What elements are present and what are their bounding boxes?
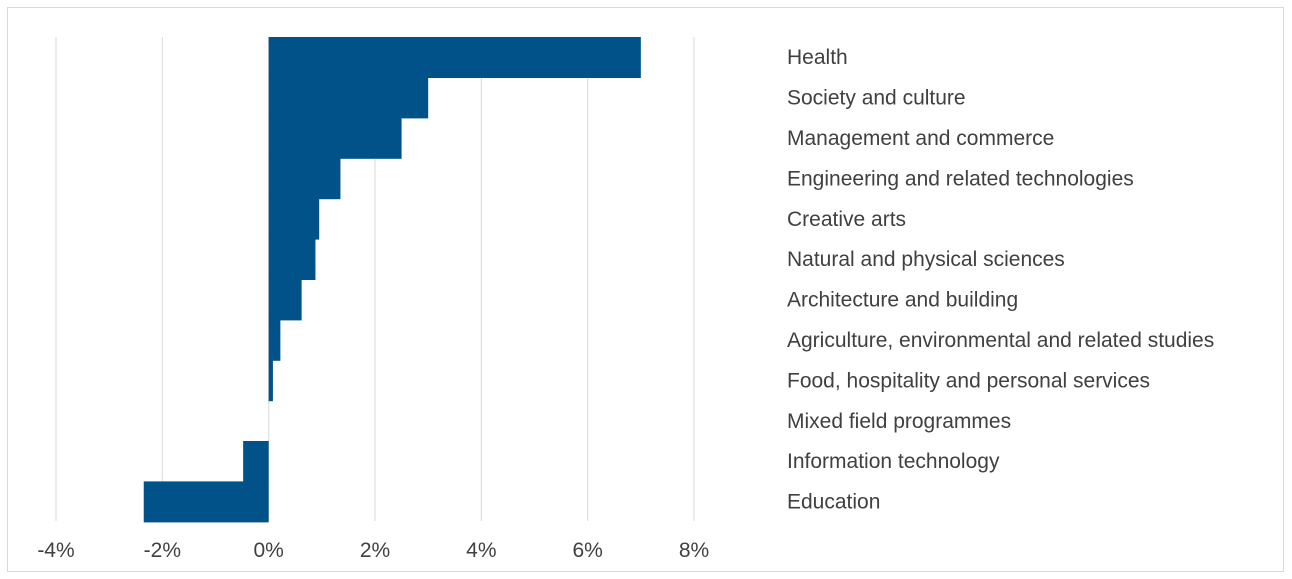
x-tick-label: 6% (572, 539, 602, 562)
category-label: Creative arts (787, 208, 906, 231)
category-label: Agriculture, environmental and related s… (787, 329, 1214, 352)
category-label: Information technology (787, 450, 1000, 473)
x-tick-label: -4% (37, 539, 74, 562)
category-labels: Health Society and culture Management and … (787, 46, 1214, 513)
bar (268, 198, 320, 240)
chart-frame (7, 7, 1284, 572)
x-tick-label: 0% (253, 539, 283, 562)
bars (143, 37, 641, 523)
bar (268, 360, 273, 402)
bar (268, 158, 341, 200)
x-tick-label: 8% (679, 539, 709, 562)
gridlines (55, 37, 695, 521)
x-tick-label: -2% (144, 539, 181, 562)
category-label: Health (787, 46, 848, 69)
category-label: Food, hospitality and personal services (787, 369, 1150, 392)
bar (268, 279, 302, 321)
bar (268, 117, 402, 159)
category-label: Society and culture (787, 87, 966, 110)
bar (143, 481, 269, 523)
bar (268, 239, 316, 280)
x-tick-label: 2% (360, 539, 390, 562)
bar (243, 441, 269, 482)
category-label: Education (787, 491, 880, 514)
category-label: Natural and physical sciences (787, 248, 1065, 271)
category-label: Engineering and related technologies (787, 167, 1134, 190)
bar (268, 37, 641, 78)
bar (268, 319, 281, 361)
x-axis-tick-labels: -4% -2% 0% 2% 4% 6% 8% (37, 539, 709, 562)
category-label: Management and commerce (787, 127, 1054, 150)
category-label: Architecture and building (787, 289, 1018, 312)
x-tick-label: 4% (466, 539, 496, 562)
category-label: Mixed field programmes (787, 410, 1011, 433)
bar (268, 77, 429, 119)
